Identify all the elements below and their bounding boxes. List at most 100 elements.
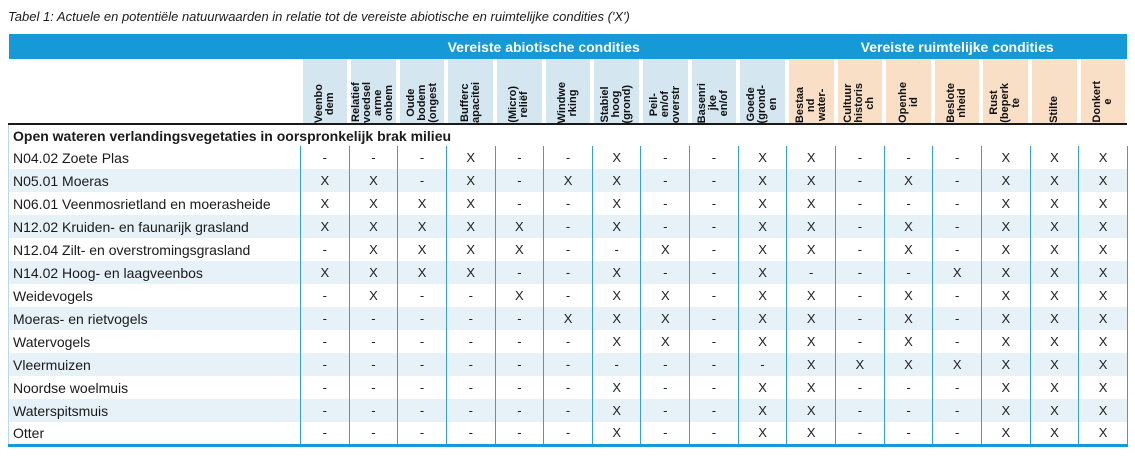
condition-cell: X <box>737 261 787 284</box>
table-row: Otter - - - - - - X - - X X - - - X X X <box>8 422 1128 447</box>
column-header-label: Beslote nheid <box>945 83 969 123</box>
condition-cell: - <box>786 261 836 284</box>
condition-cell: X <box>1029 330 1079 353</box>
condition-cell: - <box>300 238 350 261</box>
condition-cell: X <box>348 284 398 307</box>
condition-cell: - <box>835 422 885 447</box>
column-header-label: Windwe rking <box>556 81 580 123</box>
condition-cell: - <box>348 376 398 399</box>
condition-cell: X <box>737 376 787 399</box>
condition-cell: - <box>689 192 739 215</box>
condition-cell: - <box>689 376 739 399</box>
condition-cell: - <box>932 215 982 238</box>
condition-cell: X <box>348 238 398 261</box>
condition-cell: - <box>835 192 885 215</box>
column-header-label: Cultuur historis ch <box>842 83 877 123</box>
column-header-bar: Peil- en/of overstr <box>642 59 688 123</box>
column-header-label: Stilte <box>1047 96 1060 123</box>
column-header-bar: Oude bodem (ongest <box>399 59 445 123</box>
condition-cell: X <box>1029 422 1079 447</box>
condition-cell: X <box>786 307 836 330</box>
table-row: N04.02 Zoete Plas - - - X - - X - - X X - - - X X X <box>8 146 1128 169</box>
condition-cell: - <box>300 422 350 447</box>
condition-cell: X <box>786 422 836 447</box>
condition-cell: X <box>1078 192 1128 215</box>
condition-cell: X <box>980 169 1031 192</box>
table-row: Weidevogels - X - - X - X X - X X - X - X X X <box>8 284 1128 307</box>
condition-cell: X <box>980 422 1031 447</box>
section-header-row: Open wateren verlandingsvegetaties in oo… <box>8 123 1128 146</box>
condition-cell: X <box>980 261 1031 284</box>
condition-cell: X <box>737 399 787 422</box>
condition-cell: - <box>591 353 641 376</box>
condition-cell: - <box>348 422 398 447</box>
condition-cell: - <box>300 376 350 399</box>
condition-cell: - <box>543 146 593 169</box>
condition-cell: X <box>1078 261 1128 284</box>
group-header-abiotic: Vereiste abiotische condities <box>300 34 787 59</box>
column-header-13: Openhe id <box>884 59 933 124</box>
condition-cell: - <box>640 376 690 399</box>
condition-cell: X <box>397 215 447 238</box>
condition-cell: X <box>737 192 787 215</box>
condition-cell: - <box>543 422 593 447</box>
condition-cell: - <box>835 330 885 353</box>
condition-cell: X <box>1078 422 1128 447</box>
condition-cell: X <box>1078 353 1128 376</box>
column-header-bar: (Micro) reliëf <box>497 59 542 123</box>
row-label: Weidevogels <box>8 284 301 307</box>
condition-cell: - <box>397 146 447 169</box>
table-row: Waterspitsmuis - - - - - - X - - X X - - - X X X <box>8 399 1128 422</box>
condition-cell: X <box>1029 238 1079 261</box>
condition-cell: X <box>786 169 836 192</box>
condition-cell: X <box>640 307 690 330</box>
condition-cell: - <box>689 284 739 307</box>
condition-cell: X <box>1029 215 1079 238</box>
condition-cell: - <box>835 284 885 307</box>
table-row: N12.04 Zilt- en overstromingsgrasland - X X… <box>8 238 1128 261</box>
condition-cell: X <box>883 307 933 330</box>
condition-cell: - <box>737 353 787 376</box>
condition-cell: X <box>1078 307 1128 330</box>
column-header-bar: Goede (grond- en <box>740 59 785 123</box>
condition-cell: - <box>397 422 447 447</box>
condition-cell: - <box>494 353 544 376</box>
condition-cell: - <box>300 146 350 169</box>
condition-cell: - <box>883 376 933 399</box>
condition-cell: X <box>737 284 787 307</box>
condition-cell: X <box>737 238 787 261</box>
condition-cell: X <box>980 284 1031 307</box>
condition-cell: X <box>883 169 933 192</box>
condition-cell: - <box>300 307 350 330</box>
condition-cell: X <box>737 330 787 353</box>
condition-cell: X <box>348 215 398 238</box>
condition-cell: - <box>640 399 690 422</box>
column-header-bar: Bestaa nd water- <box>788 59 834 123</box>
condition-cell: X <box>835 353 885 376</box>
condition-cell: - <box>640 261 690 284</box>
column-header-label: Rust (beperk te <box>988 83 1023 123</box>
condition-cell: X <box>1029 307 1079 330</box>
condition-cell: X <box>883 238 933 261</box>
condition-cell: - <box>591 238 641 261</box>
condition-cell: - <box>543 353 593 376</box>
condition-cell: - <box>543 215 593 238</box>
table-row: N05.01 Moeras X X - X - X X - - X X - X - X X X <box>8 169 1128 192</box>
column-header-bar: Rust (beperk te <box>983 59 1029 123</box>
column-header-bar: Relatief voedsel arme onbem <box>351 59 396 123</box>
condition-cell: - <box>348 330 398 353</box>
condition-cell: - <box>445 353 496 376</box>
condition-cell: X <box>445 169 496 192</box>
condition-cell: X <box>980 330 1031 353</box>
condition-cell: - <box>835 376 885 399</box>
condition-cell: X <box>445 146 496 169</box>
condition-cell: X <box>1078 330 1128 353</box>
table-row: Watervogels - - - - - - X X - X X - X - X X X <box>8 330 1128 353</box>
column-header-label: Basenri jke en/of <box>696 82 731 123</box>
condition-cell: - <box>689 353 739 376</box>
condition-cell: - <box>640 353 690 376</box>
condition-cell: - <box>932 307 982 330</box>
group-header-row: Vereiste abiotische condities Vereiste r… <box>8 34 1128 59</box>
column-header-5: (Micro) reliëf <box>495 59 544 124</box>
condition-cell: - <box>494 261 544 284</box>
